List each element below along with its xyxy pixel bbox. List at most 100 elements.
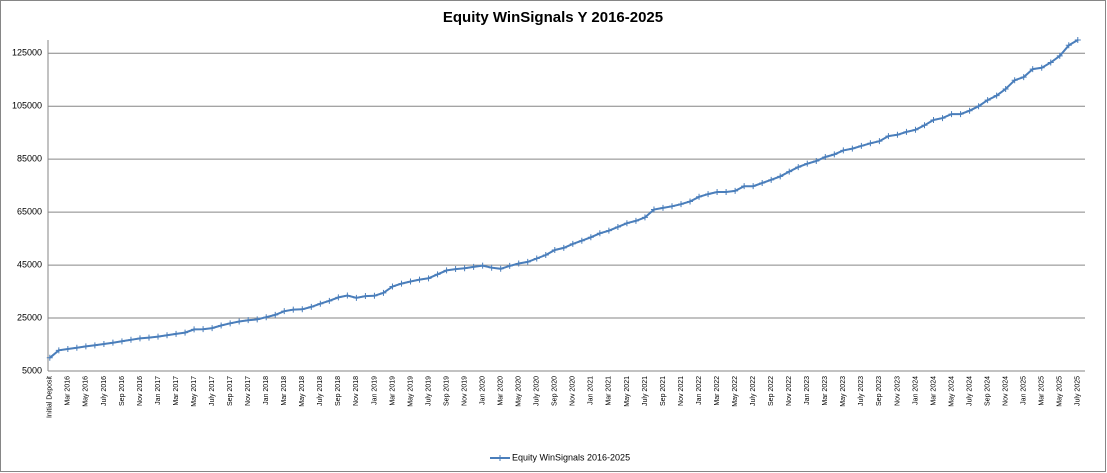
- x-tick-label: Jan 2025: [1021, 376, 1028, 405]
- marker: [506, 262, 513, 269]
- marker: [623, 220, 630, 227]
- legend-label: Equity WinSignals 2016-2025: [512, 452, 630, 462]
- y-tick-label: 105000: [12, 101, 42, 111]
- marker: [542, 252, 549, 259]
- marker: [768, 176, 775, 183]
- marker: [389, 283, 396, 290]
- x-tick-label: Sep 2018: [335, 376, 342, 406]
- marker: [876, 138, 883, 145]
- y-tick-label: 25000: [17, 312, 42, 322]
- marker: [452, 266, 459, 273]
- marker: [912, 126, 919, 133]
- x-tick-label: July 2021: [642, 376, 649, 406]
- marker: [614, 223, 621, 230]
- x-tick-label: Sep 2022: [768, 376, 775, 406]
- marker: [741, 183, 748, 190]
- marker: [650, 206, 657, 213]
- marker: [939, 115, 946, 122]
- marker: [1020, 74, 1027, 81]
- x-tick-label: Nov 2021: [678, 376, 685, 406]
- x-tick-label: Jan 2022: [696, 376, 703, 405]
- marker: [479, 262, 486, 269]
- marker: [993, 92, 1000, 99]
- x-tick-label: July 2023: [858, 376, 865, 406]
- marker: [209, 325, 216, 332]
- marker: [957, 111, 964, 118]
- x-tick-label: July 2019: [425, 376, 432, 406]
- marker: [173, 330, 180, 337]
- x-tick-label: Sep 2023: [876, 376, 883, 406]
- marker: [948, 111, 955, 118]
- marker: [1038, 64, 1045, 71]
- marker: [984, 97, 991, 104]
- marker: [669, 203, 676, 210]
- marker: [353, 294, 360, 301]
- marker: [371, 292, 378, 299]
- x-tick-label: Mar 2020: [498, 376, 505, 406]
- marker: [488, 264, 495, 271]
- x-tick-label: July 2018: [317, 376, 324, 406]
- x-tick-label: Jan 2021: [588, 376, 595, 405]
- marker: [281, 308, 288, 315]
- marker: [425, 275, 432, 282]
- marker: [191, 326, 198, 333]
- x-tick-label: Jan 2023: [804, 376, 811, 405]
- marker: [64, 346, 71, 353]
- marker: [109, 339, 116, 346]
- marker: [398, 280, 405, 287]
- marker: [1065, 42, 1072, 49]
- marker: [218, 322, 225, 329]
- marker: [497, 265, 504, 272]
- x-tick-label: May 2022: [732, 376, 739, 407]
- marker: [750, 183, 757, 190]
- x-tick-label: Nov 2022: [786, 376, 793, 406]
- marker: [975, 103, 982, 110]
- marker: [443, 267, 450, 274]
- x-tick-label: Jan 2017: [155, 376, 162, 405]
- marker: [118, 338, 125, 345]
- x-tick-label: Nov 2024: [1002, 376, 1009, 406]
- marker: [632, 217, 639, 224]
- marker: [46, 354, 53, 361]
- marker: [533, 255, 540, 262]
- x-tick-label: Sep 2016: [119, 376, 126, 406]
- x-tick-label: May 2024: [948, 376, 955, 407]
- marker: [263, 314, 270, 321]
- marker: [254, 316, 261, 323]
- x-tick-label: Sep 2024: [984, 376, 991, 406]
- marker: [867, 140, 874, 147]
- x-tick-label: Nov 2017: [245, 376, 252, 406]
- marker: [804, 160, 811, 167]
- y-tick-label: 125000: [12, 48, 42, 58]
- x-tick-label: Sep 2019: [443, 376, 450, 406]
- marker: [308, 303, 315, 310]
- marker: [1029, 66, 1036, 73]
- x-tick-label: May 2021: [624, 376, 631, 407]
- marker: [723, 188, 730, 195]
- marker: [272, 311, 279, 318]
- marker: [822, 154, 829, 161]
- x-tick-label: Mar 2023: [822, 376, 829, 406]
- x-tick-label: July 2020: [534, 376, 541, 406]
- marker: [290, 306, 297, 313]
- marker: [858, 142, 865, 149]
- marker: [578, 237, 585, 244]
- marker: [894, 131, 901, 138]
- y-tick-label: 65000: [17, 206, 42, 216]
- marker: [380, 289, 387, 296]
- x-tick-label: Nov 2020: [570, 376, 577, 406]
- x-tick-label: July 2017: [209, 376, 216, 406]
- x-tick-label: Mar 2017: [173, 376, 180, 406]
- x-tick-label: Initial Deposit: [47, 376, 54, 418]
- marker: [1002, 85, 1009, 92]
- legend-marker: [497, 455, 503, 461]
- y-tick-label: 5000: [22, 365, 42, 375]
- y-tick-label: 45000: [17, 259, 42, 269]
- marker: [317, 300, 324, 307]
- x-tick-label: Mar 2019: [389, 376, 396, 406]
- marker: [1011, 77, 1018, 84]
- marker: [786, 168, 793, 175]
- marker: [759, 179, 766, 186]
- marker: [813, 158, 820, 165]
